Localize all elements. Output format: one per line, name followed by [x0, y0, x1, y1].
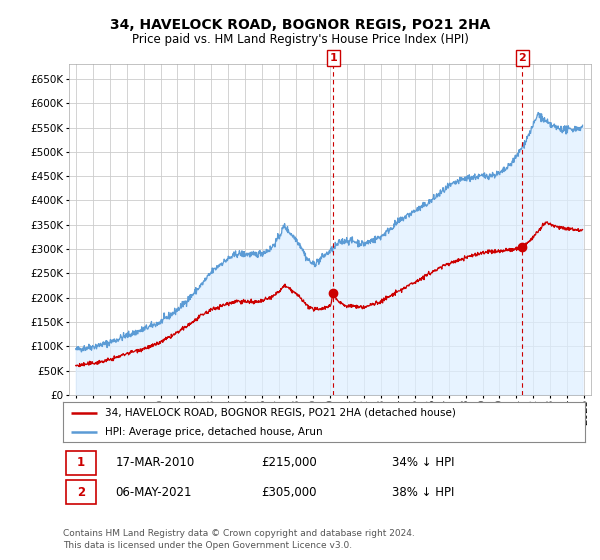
Text: HPI: Average price, detached house, Arun: HPI: Average price, detached house, Arun [105, 427, 322, 436]
FancyBboxPatch shape [65, 480, 96, 504]
Text: 2: 2 [518, 53, 526, 63]
Text: 34, HAVELOCK ROAD, BOGNOR REGIS, PO21 2HA (detached house): 34, HAVELOCK ROAD, BOGNOR REGIS, PO21 2H… [105, 408, 455, 418]
Text: 17-MAR-2010: 17-MAR-2010 [115, 456, 194, 469]
Text: Contains HM Land Registry data © Crown copyright and database right 2024.
This d: Contains HM Land Registry data © Crown c… [63, 529, 415, 550]
Text: 34, HAVELOCK ROAD, BOGNOR REGIS, PO21 2HA: 34, HAVELOCK ROAD, BOGNOR REGIS, PO21 2H… [110, 18, 490, 32]
Text: 38% ↓ HPI: 38% ↓ HPI [392, 486, 454, 498]
Text: £305,000: £305,000 [262, 486, 317, 498]
Text: 1: 1 [329, 53, 337, 63]
Text: Price paid vs. HM Land Registry's House Price Index (HPI): Price paid vs. HM Land Registry's House … [131, 32, 469, 46]
Text: 34% ↓ HPI: 34% ↓ HPI [392, 456, 454, 469]
Text: 1: 1 [77, 456, 85, 469]
Text: £215,000: £215,000 [262, 456, 317, 469]
Text: 2: 2 [77, 486, 85, 498]
Text: 06-MAY-2021: 06-MAY-2021 [115, 486, 192, 498]
FancyBboxPatch shape [65, 451, 96, 475]
